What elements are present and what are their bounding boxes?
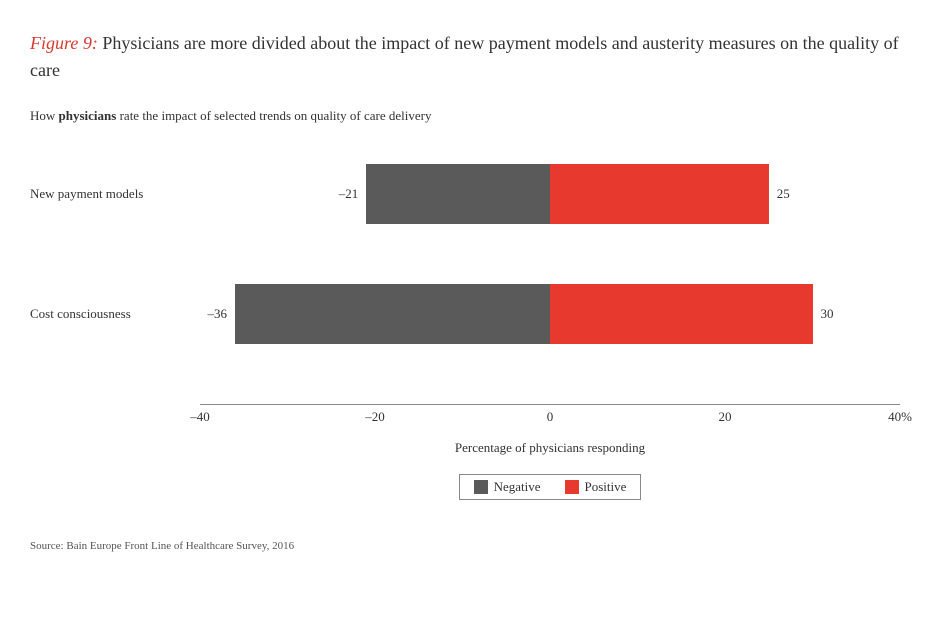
chart: New payment models –21 25 Cost consciousnes… [30,164,900,504]
figure-label: Figure 9: [30,33,98,53]
bar-positive [550,284,813,344]
axis-tick: 40% [888,409,912,425]
legend-swatch-positive [565,480,579,494]
category-label: Cost consciousness [30,306,200,322]
value-label-positive: 25 [769,186,790,202]
legend-swatch-negative [474,480,488,494]
legend-item-negative: Negative [474,479,541,495]
chart-row: Cost consciousness –36 30 [30,284,900,344]
axis-tick: –20 [365,409,385,425]
figure-title-text: Physicians are more divided about the im… [30,33,899,80]
figure-title: Figure 9: Physicians are more divided ab… [30,30,920,84]
bar-negative [235,284,550,344]
chart-row: New payment models –21 25 [30,164,900,224]
legend: Negative Positive [200,474,900,500]
source-note: Source: Bain Europe Front Line of Health… [30,540,920,552]
axis-tick: 0 [547,409,554,425]
axis-tick: –40 [190,409,210,425]
category-label: New payment models [30,186,200,202]
legend-label-negative: Negative [494,479,541,495]
bar-negative [366,164,550,224]
bar-area: –36 30 [200,284,900,344]
x-axis-label: Percentage of physicians responding [200,440,900,456]
bar-area: –21 25 [200,164,900,224]
x-axis: –40–2002040% [200,404,900,430]
value-label-negative: –21 [339,186,367,202]
subtitle-post: rate the impact of selected trends on qu… [116,108,431,123]
value-label-positive: 30 [813,306,834,322]
subtitle: How physicians rate the impact of select… [30,108,920,124]
subtitle-pre: How [30,108,59,123]
legend-box: Negative Positive [459,474,642,500]
legend-label-positive: Positive [585,479,627,495]
legend-item-positive: Positive [565,479,627,495]
bar-positive [550,164,769,224]
value-label-negative: –36 [208,306,236,322]
axis-tick: 20 [719,409,732,425]
subtitle-bold: physicians [59,108,117,123]
